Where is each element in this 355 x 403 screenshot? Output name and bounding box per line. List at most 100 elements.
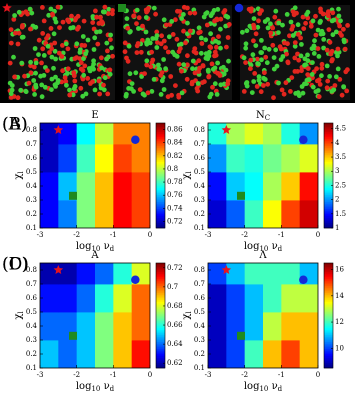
colorbar-step — [324, 165, 333, 168]
marker-circle — [131, 135, 140, 145]
particle — [163, 66, 169, 72]
colorbar-tick-label: 0.84 — [167, 139, 183, 147]
particle — [170, 49, 176, 55]
colorbar-step — [324, 324, 333, 327]
colorbar-step — [156, 331, 165, 334]
particle — [271, 66, 277, 72]
colorbar-step — [324, 126, 333, 129]
particle — [101, 87, 107, 93]
particle — [262, 19, 268, 24]
particle — [291, 12, 297, 18]
particle — [78, 60, 84, 66]
particle — [27, 6, 33, 12]
particle — [179, 90, 185, 96]
particle — [77, 50, 83, 55]
particle — [330, 57, 335, 62]
colorbar-step — [324, 180, 333, 183]
colorbar-step — [324, 215, 333, 218]
colorbar-step — [324, 340, 333, 343]
colorbar-step — [156, 298, 165, 301]
particle — [125, 25, 131, 31]
particle — [295, 51, 300, 57]
particle — [324, 63, 330, 69]
heat-cell — [40, 263, 59, 285]
heat-cell — [226, 200, 246, 228]
colorbar-step — [324, 270, 333, 273]
particle — [53, 84, 58, 89]
particle — [341, 84, 346, 89]
particle — [309, 46, 315, 51]
colorbar-step — [156, 180, 165, 183]
colorbar-step — [324, 352, 333, 355]
particle — [122, 49, 128, 55]
colorbar-step — [156, 317, 165, 320]
particle — [272, 14, 278, 20]
heat-cell — [95, 200, 114, 228]
colorbar-step — [156, 131, 165, 134]
particle — [28, 26, 33, 32]
particle — [206, 49, 212, 55]
particle — [289, 75, 295, 80]
colorbar-step — [156, 130, 165, 133]
particle — [225, 14, 231, 20]
colorbar-step — [156, 219, 165, 222]
colorbar-step — [156, 282, 165, 285]
particle — [133, 70, 139, 76]
y-tick-label: 0.6 — [194, 294, 206, 302]
particle — [144, 41, 150, 47]
x-axis-label-part: ν — [268, 381, 277, 392]
particle — [303, 20, 308, 26]
particle — [204, 10, 210, 16]
colorbar-step — [156, 266, 165, 269]
heat-cell — [113, 284, 133, 313]
colorbar-step — [156, 299, 165, 302]
particle — [105, 91, 111, 97]
particle — [222, 8, 228, 13]
particle — [75, 13, 81, 19]
particle — [51, 65, 56, 71]
particle — [216, 40, 222, 45]
x-tick-label: 0 — [316, 371, 320, 379]
colorbar-step — [156, 135, 165, 138]
colorbar-step — [156, 158, 165, 161]
particle — [158, 92, 164, 97]
colorbar-step — [324, 313, 333, 316]
colorbar-frame — [155, 262, 166, 369]
colorbar-step — [156, 138, 165, 141]
particle — [266, 46, 272, 52]
particle — [64, 82, 69, 88]
y-tick-label: 0.3 — [194, 196, 205, 204]
particle — [122, 40, 128, 46]
heat-cell — [263, 263, 282, 285]
colorbar-step — [156, 291, 165, 294]
colorbar-step — [156, 172, 165, 175]
heat-cell — [95, 263, 114, 285]
particle — [108, 32, 113, 38]
particle — [248, 62, 254, 68]
particle — [49, 46, 54, 51]
particle — [189, 79, 195, 85]
particle — [225, 81, 231, 87]
particle — [136, 26, 141, 31]
colorbar-step — [324, 207, 333, 210]
heat-cell — [76, 263, 96, 285]
particle — [341, 26, 346, 32]
particle — [208, 13, 214, 19]
heat-cell — [208, 144, 227, 173]
y-axis-label: χl — [181, 171, 194, 180]
particle — [41, 53, 47, 58]
particle — [206, 69, 211, 74]
particle — [137, 87, 143, 92]
y-tick-label: 0.4 — [26, 322, 38, 330]
colorbar-step — [156, 124, 165, 127]
heat-cell — [244, 123, 264, 145]
x-tick-label: -3 — [37, 371, 44, 379]
particle — [265, 81, 271, 87]
colorbar-step — [156, 184, 165, 187]
colorbar-step — [324, 348, 333, 351]
x-tick-label: -3 — [205, 231, 212, 239]
particle — [134, 43, 140, 49]
y-tick-label: 0.1 — [194, 364, 205, 372]
heat-cell — [76, 340, 96, 368]
